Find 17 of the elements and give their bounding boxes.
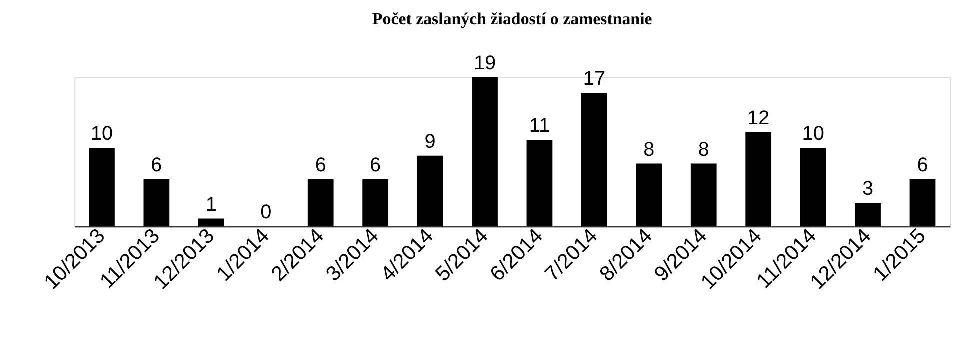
data-label: 1 — [206, 194, 217, 216]
data-label: 12 — [748, 107, 770, 130]
data-label: 9 — [424, 130, 436, 153]
data-label: 6 — [151, 154, 162, 177]
data-label: 11 — [529, 115, 550, 138]
data-label: 3 — [862, 178, 874, 200]
data-label: 10 — [90, 123, 114, 146]
data-label: 17 — [583, 68, 606, 90]
data-label: 8 — [698, 138, 710, 161]
data-label: 10 — [802, 123, 824, 146]
chart-title: Počet zaslaných žiadostí o zamestnanie — [372, 10, 653, 29]
data-label: 19 — [474, 52, 496, 74]
data-label: 8 — [644, 138, 655, 161]
data-label: 6 — [917, 154, 928, 177]
data-label: 6 — [315, 154, 326, 177]
data-label: 0 — [260, 202, 272, 224]
data-label: 6 — [370, 154, 382, 177]
